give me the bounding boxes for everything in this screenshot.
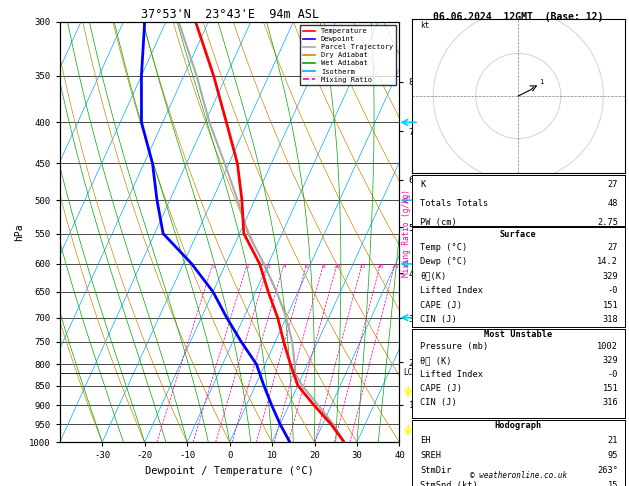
Text: Dewp (°C): Dewp (°C)	[421, 257, 468, 266]
Text: © weatheronline.co.uk: © weatheronline.co.uk	[470, 471, 567, 480]
Title: 37°53'N  23°43'E  94m ASL: 37°53'N 23°43'E 94m ASL	[140, 8, 319, 21]
Text: 25: 25	[391, 264, 399, 269]
Text: 6: 6	[305, 264, 309, 269]
Text: Totals Totals: Totals Totals	[421, 199, 489, 208]
Text: Most Unstable: Most Unstable	[484, 330, 552, 339]
Text: 06.06.2024  12GMT  (Base: 12): 06.06.2024 12GMT (Base: 12)	[433, 12, 603, 22]
Text: 27: 27	[608, 243, 618, 252]
Text: 20: 20	[377, 264, 384, 269]
Text: 1002: 1002	[597, 342, 618, 351]
Text: K: K	[421, 180, 426, 189]
Text: 329: 329	[603, 272, 618, 281]
Text: 10: 10	[333, 264, 341, 269]
Text: 8: 8	[322, 264, 326, 269]
Text: 318: 318	[603, 315, 618, 324]
Text: 14.2: 14.2	[597, 257, 618, 266]
Text: 95: 95	[608, 451, 618, 460]
Text: Surface: Surface	[500, 230, 537, 239]
Text: 2.75: 2.75	[597, 218, 618, 227]
Text: Temp (°C): Temp (°C)	[421, 243, 468, 252]
Text: 1: 1	[538, 79, 543, 85]
Y-axis label: km
ASL: km ASL	[423, 223, 438, 242]
Text: Lifted Index: Lifted Index	[421, 286, 484, 295]
Text: 15: 15	[359, 264, 366, 269]
Y-axis label: hPa: hPa	[14, 223, 24, 241]
Text: 263°: 263°	[597, 466, 618, 475]
Text: 3: 3	[267, 264, 270, 269]
Text: 15: 15	[608, 481, 618, 486]
Text: Hodograph: Hodograph	[494, 421, 542, 431]
Text: LCL: LCL	[403, 368, 416, 378]
Text: Lifted Index: Lifted Index	[421, 370, 484, 379]
Text: CAPE (J): CAPE (J)	[421, 384, 462, 393]
Text: 151: 151	[603, 301, 618, 310]
Text: θᴇ (K): θᴇ (K)	[421, 356, 452, 365]
Text: -0: -0	[608, 286, 618, 295]
X-axis label: Dewpoint / Temperature (°C): Dewpoint / Temperature (°C)	[145, 466, 314, 476]
Text: SREH: SREH	[421, 451, 442, 460]
Text: CIN (J): CIN (J)	[421, 315, 457, 324]
Text: 21: 21	[608, 436, 618, 445]
Text: PW (cm): PW (cm)	[421, 218, 457, 227]
Text: CAPE (J): CAPE (J)	[421, 301, 462, 310]
Text: CIN (J): CIN (J)	[421, 398, 457, 407]
Text: 48: 48	[608, 199, 618, 208]
Text: EH: EH	[421, 436, 431, 445]
Legend: Temperature, Dewpoint, Parcel Trajectory, Dry Adiabat, Wet Adiabat, Isotherm, Mi: Temperature, Dewpoint, Parcel Trajectory…	[300, 25, 396, 86]
Text: Mixing Ratio (g/kg): Mixing Ratio (g/kg)	[403, 190, 411, 277]
Text: 2: 2	[245, 264, 249, 269]
Text: Pressure (mb): Pressure (mb)	[421, 342, 489, 351]
Text: StmSpd (kt): StmSpd (kt)	[421, 481, 478, 486]
Text: kt: kt	[421, 21, 430, 30]
Text: StmDir: StmDir	[421, 466, 452, 475]
Text: -0: -0	[608, 370, 618, 379]
Text: 4: 4	[282, 264, 286, 269]
Text: 329: 329	[603, 356, 618, 365]
Text: 1: 1	[211, 264, 214, 269]
Text: 27: 27	[608, 180, 618, 189]
Text: 151: 151	[603, 384, 618, 393]
Text: θᴇ(K): θᴇ(K)	[421, 272, 447, 281]
Text: 316: 316	[603, 398, 618, 407]
